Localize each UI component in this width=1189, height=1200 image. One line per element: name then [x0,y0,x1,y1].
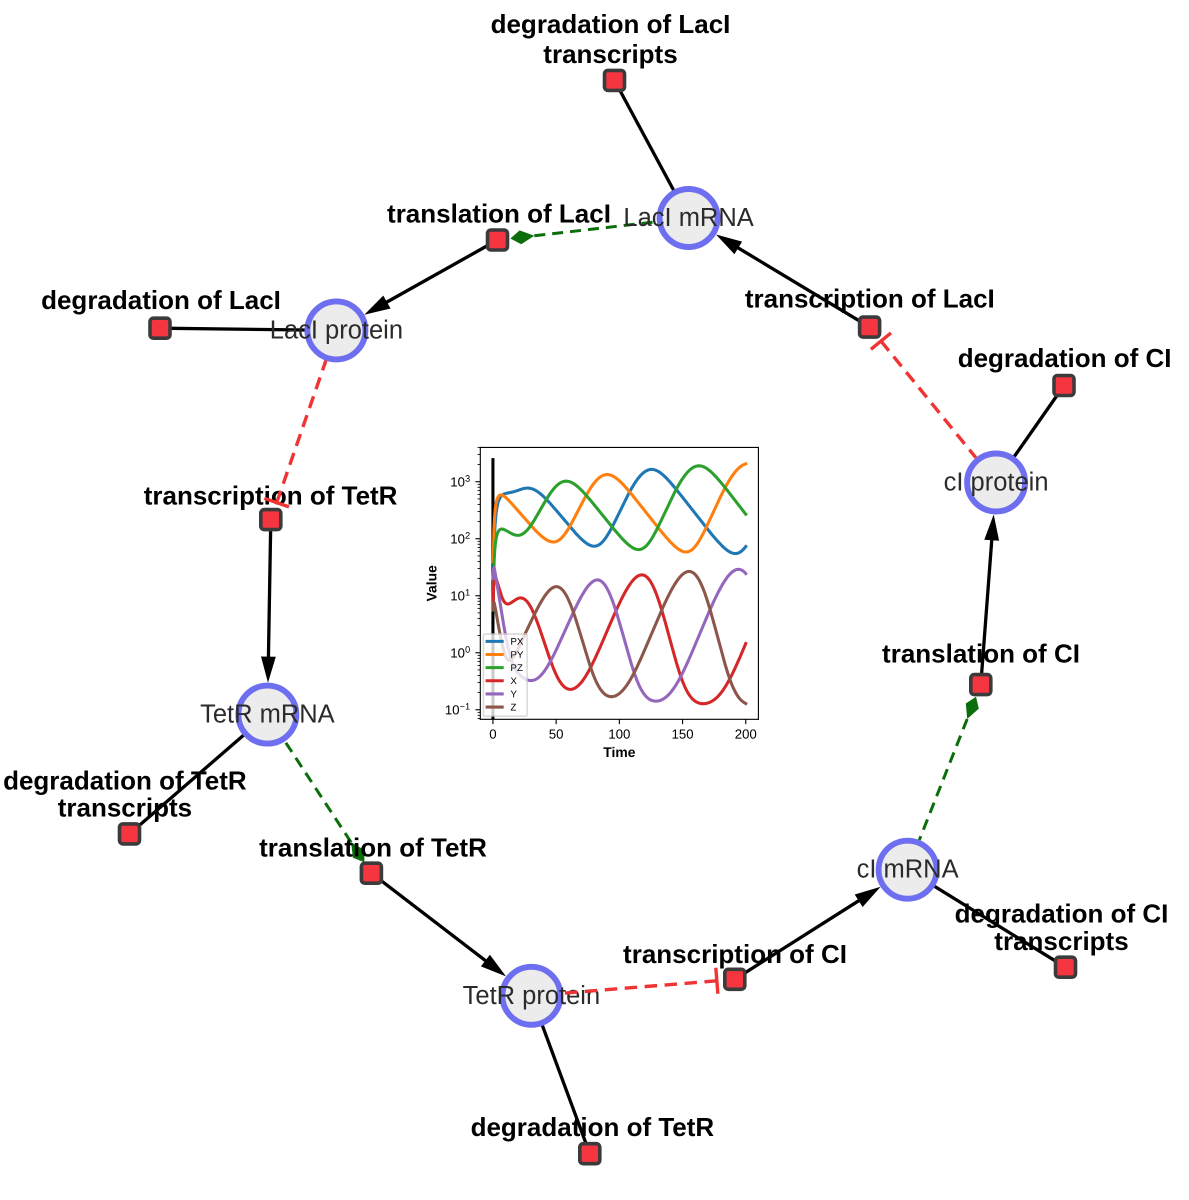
svg-text:degradation of LacI: degradation of LacI [491,9,731,39]
svg-text:transcripts: transcripts [58,793,192,823]
svg-text:transcription of LacI: transcription of LacI [745,284,995,314]
svg-text:cI protein: cI protein [944,469,1049,497]
svg-text:LacI protein: LacI protein [270,316,403,344]
svg-text:translation of LacI: translation of LacI [387,199,611,229]
svg-text:degradation of TetR: degradation of TetR [471,1112,715,1142]
svg-text:translation of TetR: translation of TetR [259,833,487,863]
svg-text:TetR mRNA: TetR mRNA [200,701,335,729]
svg-text:degradation of TetR: degradation of TetR [3,765,247,795]
svg-text:transcripts: transcripts [543,39,677,69]
svg-text:transcripts: transcripts [994,926,1128,956]
svg-text:translation of CI: translation of CI [882,639,1080,669]
svg-text:degradation of CI: degradation of CI [955,898,1169,928]
svg-text:TetR protein: TetR protein [463,982,601,1010]
svg-text:cI mRNA: cI mRNA [857,856,959,884]
svg-text:transcription of CI: transcription of CI [623,939,847,969]
svg-text:degradation of LacI: degradation of LacI [41,285,281,315]
svg-text:LacI mRNA: LacI mRNA [623,204,753,232]
svg-text:degradation of CI: degradation of CI [958,343,1172,373]
svg-text:transcription of TetR: transcription of TetR [144,481,398,511]
